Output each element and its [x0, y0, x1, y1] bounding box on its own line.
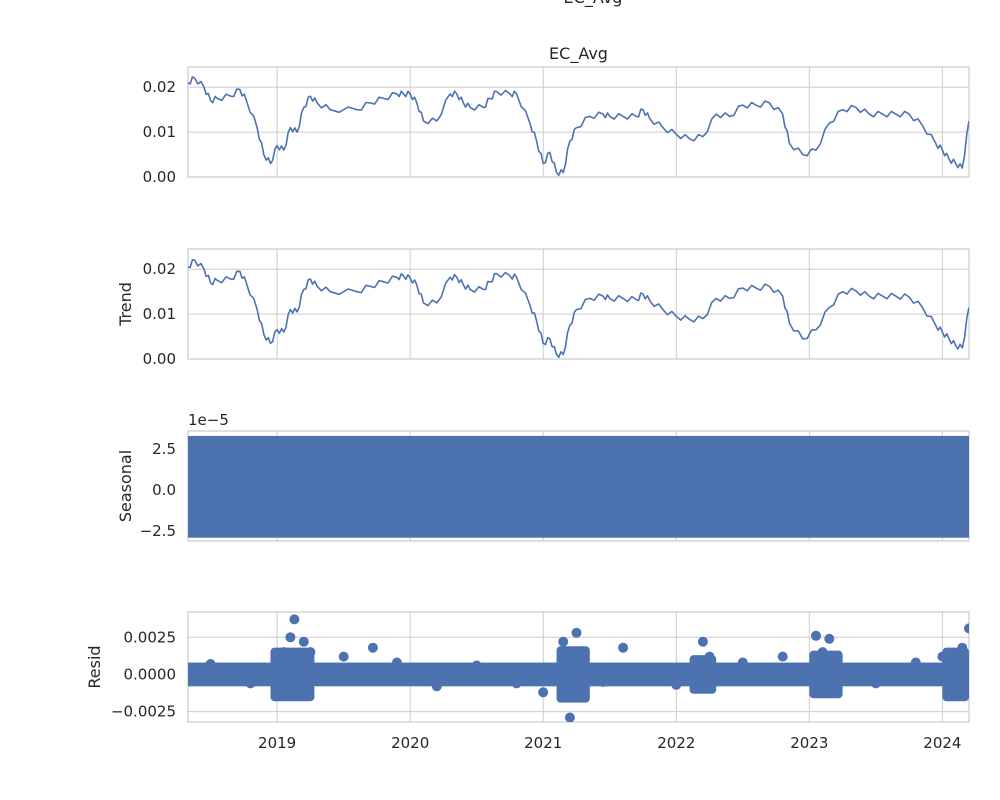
- panel-trend: 0.00 0.01 0.02 Trend: [116, 248, 970, 368]
- resid-point: [811, 630, 821, 641]
- resid-point: [824, 633, 835, 644]
- panel-resid: −0.0025 0.0000 0.0025 Resid: [85, 611, 970, 723]
- resid-point: [578, 651, 589, 662]
- resid-point: [737, 657, 748, 668]
- y-tick-label: 0.00: [143, 350, 176, 368]
- resid-point: [471, 660, 482, 671]
- figure-suptitle: EC_Avg: [564, 0, 623, 8]
- series-line: [188, 259, 969, 358]
- y-axis-label: Resid: [85, 645, 104, 688]
- resid-point: [937, 651, 948, 662]
- resid-point: [564, 712, 575, 722]
- resid-point: [697, 636, 708, 647]
- plot-area: [188, 259, 969, 358]
- resid-point: [285, 632, 296, 643]
- resid-point: [817, 647, 828, 658]
- y-tick-label: 0.02: [143, 260, 176, 278]
- y-tick-label: 2.5: [152, 440, 176, 458]
- x-tick-label-2019: 2019: [258, 734, 296, 752]
- resid-point: [957, 642, 968, 653]
- resid-point: [367, 642, 378, 653]
- y-tick-label: −2.5: [140, 522, 176, 540]
- resid-point: [391, 657, 402, 668]
- x-tick-label-2024: 2024: [923, 734, 961, 752]
- resid-point: [910, 657, 921, 668]
- x-tick-label-2021: 2021: [524, 734, 562, 752]
- y-tick-label: 0.00: [143, 168, 176, 186]
- y-tick-label: 0.01: [143, 305, 176, 323]
- y-tick-label: 0.0000: [124, 665, 177, 683]
- resid-point: [511, 678, 522, 689]
- resid-point: [431, 681, 442, 692]
- y-offset-label: 1e−5: [188, 411, 229, 429]
- resid-point: [278, 647, 289, 658]
- resid-point: [618, 642, 629, 653]
- resid-point: [305, 647, 316, 658]
- plot-area: [188, 76, 969, 176]
- axes-background: [187, 248, 970, 360]
- resid-point: [245, 678, 256, 689]
- resid-point: [964, 623, 969, 634]
- x-tick-label-2020: 2020: [391, 734, 429, 752]
- resid-point: [558, 636, 569, 647]
- resid-point: [205, 659, 216, 669]
- x-tick-label-2023: 2023: [790, 734, 828, 752]
- resid-cluster: [942, 647, 969, 702]
- x-tick-label-2022: 2022: [657, 734, 695, 752]
- seasonal-band: [188, 435, 969, 538]
- plot-area: [188, 435, 969, 538]
- plot-area: [188, 614, 969, 722]
- panel-seasonal: −2.5 0.0 2.5 Seasonal 1e−5: [116, 411, 970, 542]
- resid-point: [870, 678, 881, 689]
- y-tick-label: −0.0025: [111, 703, 176, 721]
- resid-cluster: [689, 655, 717, 694]
- resid-point: [598, 676, 609, 687]
- resid-point: [298, 636, 309, 647]
- resid-point: [777, 651, 788, 662]
- resid-cluster: [809, 650, 843, 699]
- y-tick-label: 0.01: [143, 123, 176, 141]
- resid-point: [671, 679, 682, 690]
- x-axis-tick-labels: 2019 2020 2021 2022 2023 2024: [258, 734, 961, 752]
- series-line: [188, 76, 969, 176]
- resid-point: [289, 614, 300, 625]
- axes-background: [187, 66, 970, 178]
- resid-point: [538, 687, 549, 698]
- resid-point: [571, 627, 582, 638]
- panel-title: EC_Avg: [549, 44, 608, 64]
- y-axis-label: Trend: [116, 282, 135, 327]
- resid-point: [338, 651, 349, 662]
- y-tick-label: 0.0025: [124, 628, 177, 646]
- resid-point: [704, 651, 715, 662]
- resid-point: [272, 654, 283, 665]
- y-tick-label: 0.02: [143, 78, 176, 96]
- y-tick-label: 0.0: [152, 481, 176, 499]
- panel-observed: 0.00 0.01 0.02 EC_Avg: [143, 44, 970, 186]
- y-axis-label: Seasonal: [116, 450, 135, 522]
